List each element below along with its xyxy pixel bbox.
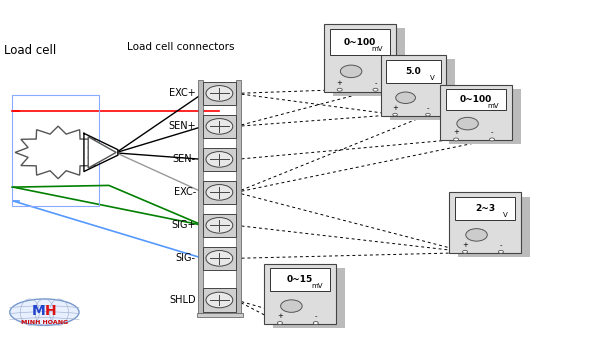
- Circle shape: [340, 65, 362, 78]
- FancyBboxPatch shape: [203, 181, 236, 204]
- FancyBboxPatch shape: [389, 60, 455, 120]
- Circle shape: [466, 229, 487, 241]
- FancyBboxPatch shape: [198, 80, 203, 314]
- FancyBboxPatch shape: [197, 313, 243, 317]
- FancyBboxPatch shape: [273, 268, 345, 328]
- Text: SEN+: SEN+: [168, 121, 196, 131]
- Circle shape: [463, 250, 467, 253]
- Text: -: -: [500, 242, 502, 248]
- Circle shape: [206, 119, 233, 134]
- Text: 5.0: 5.0: [406, 67, 421, 76]
- Circle shape: [457, 117, 478, 130]
- Text: +: +: [392, 105, 398, 111]
- FancyBboxPatch shape: [458, 197, 530, 257]
- FancyBboxPatch shape: [333, 28, 404, 96]
- Circle shape: [337, 88, 342, 91]
- Circle shape: [313, 322, 318, 324]
- Text: +: +: [337, 80, 343, 86]
- Text: Load cell: Load cell: [4, 43, 56, 56]
- Circle shape: [454, 138, 458, 141]
- Text: +: +: [453, 130, 459, 135]
- Circle shape: [206, 218, 233, 233]
- Text: 0~100: 0~100: [344, 38, 376, 47]
- Circle shape: [393, 113, 397, 116]
- FancyBboxPatch shape: [203, 246, 236, 270]
- Text: -: -: [491, 130, 493, 135]
- Text: +: +: [277, 313, 283, 319]
- Text: mV: mV: [488, 103, 499, 108]
- Circle shape: [490, 138, 494, 141]
- Polygon shape: [15, 126, 101, 179]
- Text: M: M: [31, 304, 45, 318]
- Circle shape: [499, 250, 503, 253]
- Text: H: H: [45, 304, 56, 318]
- Circle shape: [281, 300, 302, 312]
- Circle shape: [425, 113, 430, 116]
- FancyBboxPatch shape: [449, 193, 521, 253]
- Text: -: -: [374, 80, 377, 86]
- Text: +: +: [462, 242, 468, 248]
- Text: 0~100: 0~100: [460, 95, 493, 104]
- Circle shape: [277, 322, 283, 324]
- Text: V: V: [503, 212, 508, 218]
- Text: EXC-: EXC-: [173, 187, 196, 197]
- Text: SHLD: SHLD: [169, 295, 196, 305]
- Circle shape: [206, 292, 233, 308]
- FancyBboxPatch shape: [264, 264, 336, 324]
- FancyBboxPatch shape: [449, 89, 521, 145]
- Text: 2~3: 2~3: [475, 204, 495, 213]
- Text: mV: mV: [311, 284, 323, 289]
- Circle shape: [206, 152, 233, 167]
- Text: Load cell connectors: Load cell connectors: [127, 42, 235, 51]
- FancyBboxPatch shape: [329, 29, 390, 55]
- Text: V: V: [430, 75, 434, 81]
- Text: -: -: [314, 313, 317, 319]
- FancyBboxPatch shape: [203, 214, 236, 237]
- Text: mV: mV: [371, 47, 383, 52]
- Ellipse shape: [10, 299, 79, 326]
- FancyBboxPatch shape: [270, 268, 330, 292]
- Text: SIG+: SIG+: [171, 220, 196, 230]
- FancyBboxPatch shape: [455, 197, 515, 220]
- FancyBboxPatch shape: [324, 24, 395, 92]
- FancyBboxPatch shape: [203, 114, 236, 138]
- Circle shape: [206, 184, 233, 200]
- Circle shape: [396, 92, 415, 104]
- Polygon shape: [88, 137, 116, 168]
- FancyBboxPatch shape: [203, 288, 236, 312]
- FancyBboxPatch shape: [203, 82, 236, 105]
- FancyBboxPatch shape: [386, 60, 441, 83]
- FancyBboxPatch shape: [236, 80, 241, 314]
- FancyBboxPatch shape: [446, 89, 506, 110]
- Text: SEN-: SEN-: [173, 154, 196, 164]
- Text: EXC+: EXC+: [169, 89, 196, 98]
- Text: 0~15: 0~15: [287, 275, 313, 285]
- FancyBboxPatch shape: [440, 85, 512, 140]
- Text: SIG-: SIG-: [176, 253, 196, 263]
- Circle shape: [206, 251, 233, 266]
- Circle shape: [206, 86, 233, 101]
- FancyBboxPatch shape: [203, 148, 236, 171]
- Circle shape: [373, 88, 378, 91]
- Text: -: -: [427, 105, 429, 111]
- Text: MINH HOANG: MINH HOANG: [21, 320, 68, 326]
- FancyBboxPatch shape: [380, 55, 446, 116]
